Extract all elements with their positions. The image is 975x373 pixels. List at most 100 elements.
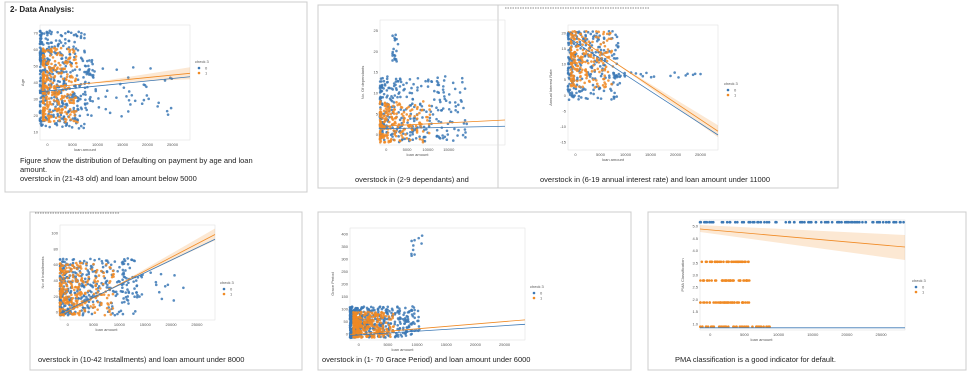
scatter-dot bbox=[55, 95, 58, 99]
scatter-dot bbox=[586, 61, 590, 65]
scatter-dot bbox=[826, 220, 830, 224]
scatter-dot bbox=[379, 321, 383, 325]
scatter-dot bbox=[64, 78, 68, 81]
trend-line bbox=[349, 319, 526, 335]
scatter-dot bbox=[413, 316, 417, 320]
x-tick-label: 15000 bbox=[117, 142, 129, 147]
scatter-dot bbox=[52, 91, 56, 94]
scatter-dot bbox=[398, 307, 401, 310]
x-axis-label: loan amount bbox=[750, 337, 773, 342]
scatter-dot bbox=[574, 85, 578, 88]
scatter-dot bbox=[104, 107, 108, 111]
scatter-dot bbox=[395, 101, 398, 104]
scatter-dot bbox=[45, 104, 48, 107]
scatter-dot bbox=[584, 52, 588, 55]
scatter-dot bbox=[40, 47, 43, 51]
plot: 1.0 1.5 2.0 2.5 3.0 3.5 4.0 4.5 5.0 0 5000 10000 150… bbox=[680, 219, 927, 342]
scatter-dot bbox=[428, 104, 431, 107]
scatter-dot bbox=[111, 292, 115, 296]
scatter-dot bbox=[459, 99, 463, 102]
scatter-dot bbox=[416, 86, 419, 89]
scatter-dot bbox=[42, 69, 46, 72]
scatter-dot bbox=[63, 117, 67, 121]
scatter-dot bbox=[720, 220, 724, 224]
scatter-dot bbox=[888, 220, 891, 224]
scatter-dot bbox=[75, 65, 79, 69]
scatter-dot bbox=[872, 220, 875, 224]
y-tick-label: 4.5 bbox=[692, 236, 698, 241]
scatter-dot bbox=[391, 50, 395, 54]
scatter-dot bbox=[45, 77, 48, 81]
scatter-dot bbox=[571, 30, 574, 33]
scatter-dot bbox=[86, 269, 90, 272]
scatter-dot bbox=[122, 275, 126, 279]
scatter-dot bbox=[388, 327, 392, 330]
scatter-dot bbox=[56, 112, 60, 116]
heading: 2- Data Analysis: bbox=[10, 5, 74, 14]
scatter-dot bbox=[391, 135, 394, 138]
scatter-dot bbox=[378, 91, 382, 94]
scatter-dot bbox=[62, 276, 65, 279]
scatter-dot bbox=[603, 57, 607, 61]
scatter-dot bbox=[588, 75, 592, 78]
scatter-dot bbox=[570, 93, 574, 96]
scatter-dot bbox=[349, 328, 352, 332]
scatter-dot bbox=[580, 35, 584, 39]
scatter-dot bbox=[41, 49, 45, 53]
scatter-dot bbox=[581, 85, 585, 89]
scatter-dot bbox=[610, 54, 614, 57]
scatter-dot bbox=[396, 42, 400, 46]
x-tick-label: 0 bbox=[67, 322, 70, 327]
scatter-dot bbox=[85, 108, 88, 112]
scatter-dot bbox=[59, 308, 62, 311]
scatter-dot bbox=[454, 105, 458, 108]
scatter-dot bbox=[68, 311, 72, 314]
scatter-dot bbox=[578, 75, 582, 79]
legend-title: check 3 bbox=[530, 284, 545, 289]
scatter-dot bbox=[55, 109, 59, 113]
scatter-dot bbox=[52, 119, 56, 123]
scatter-dot bbox=[92, 303, 95, 306]
scatter-dot bbox=[58, 90, 61, 94]
scatter-dot bbox=[97, 257, 101, 261]
scatter-dot bbox=[64, 64, 68, 68]
scatter-dot bbox=[712, 325, 716, 329]
scatter-dot bbox=[402, 120, 406, 124]
scatter-dot bbox=[379, 106, 382, 109]
scatter-dot bbox=[858, 220, 861, 224]
scatter-dot bbox=[728, 279, 732, 282]
scatter-dot bbox=[41, 83, 45, 87]
scatter-dot bbox=[65, 112, 69, 116]
scatter-dot bbox=[84, 93, 87, 96]
scatter-dot bbox=[106, 283, 109, 287]
scatter-dot bbox=[394, 129, 398, 133]
scatter-dot bbox=[381, 76, 384, 80]
scatter-dot bbox=[429, 110, 433, 113]
x-axis-label: loan amount bbox=[391, 347, 414, 352]
x-tick-label: 10000 bbox=[422, 147, 434, 152]
scatter-dot bbox=[58, 115, 61, 119]
scatter-dot bbox=[396, 309, 400, 313]
scatter-dot bbox=[604, 82, 607, 86]
scatter-dot bbox=[408, 138, 412, 142]
scatter-dot bbox=[372, 319, 375, 323]
scatter-dot bbox=[39, 122, 43, 125]
scatter-dot bbox=[81, 284, 85, 287]
scatter-dot bbox=[420, 234, 424, 237]
scatter-dot bbox=[79, 36, 83, 40]
scatter-dot bbox=[94, 89, 98, 93]
plot-area bbox=[699, 219, 906, 331]
scatter-dot bbox=[113, 260, 117, 263]
scatter-dot bbox=[615, 35, 619, 39]
scatter-dot bbox=[50, 62, 53, 66]
scatter-dot bbox=[378, 80, 382, 83]
scatter-dot bbox=[402, 114, 405, 118]
scatter-dot bbox=[376, 313, 380, 316]
scatter-dot bbox=[431, 113, 435, 116]
scatter-dot bbox=[378, 96, 382, 100]
scatter-dot bbox=[108, 265, 112, 269]
scatter-dot bbox=[87, 310, 90, 314]
scatter-dot bbox=[606, 48, 610, 51]
scatter-dot bbox=[93, 258, 96, 262]
